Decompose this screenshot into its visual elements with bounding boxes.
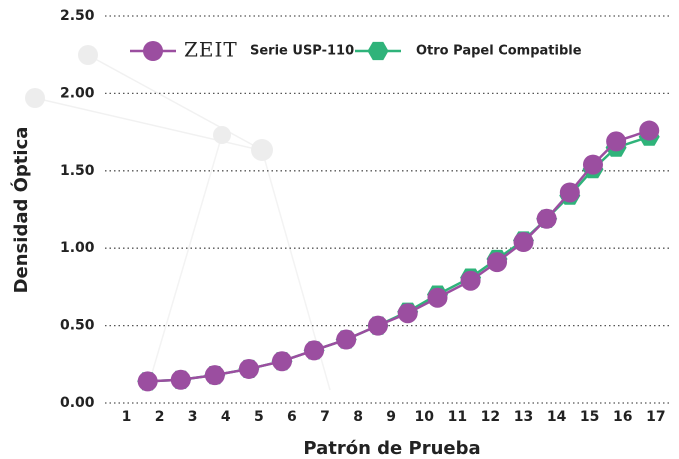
x-tick-label: 16 (613, 409, 632, 425)
y-tick-label: 2.50 (60, 8, 95, 24)
x-tick-label: 11 (448, 409, 467, 425)
x-tick-label: 17 (646, 409, 665, 425)
x-tick-label: 13 (514, 409, 533, 425)
data-point (272, 351, 292, 371)
y-tick-label: 0.00 (60, 395, 95, 411)
x-tick-label: 6 (287, 409, 297, 425)
y-axis-title: Densidad Óptica (10, 127, 32, 294)
data-point (514, 232, 534, 252)
x-tick-label: 7 (320, 409, 330, 425)
x-tick-label: 15 (580, 409, 599, 425)
data-point (368, 316, 388, 336)
x-tick-label: 5 (254, 409, 264, 425)
x-tick-label: 3 (188, 409, 198, 425)
data-point (304, 340, 324, 360)
legend-marker (368, 42, 389, 60)
chart: Densidad Óptica Patrón de Prueba 0.00 0.5… (0, 0, 679, 459)
data-point (398, 303, 418, 323)
x-tick-label: 10 (415, 409, 435, 425)
x-tick-label: 9 (386, 409, 396, 425)
legend-marker (143, 41, 163, 61)
x-tick-label: 1 (122, 409, 132, 425)
x-tick-label: 2 (155, 409, 165, 425)
series-line (148, 131, 650, 382)
x-tick-label: 4 (221, 409, 231, 425)
data-point (487, 252, 507, 272)
data-point (239, 359, 259, 379)
data-point (138, 371, 158, 391)
data-point (171, 370, 191, 390)
data-point (583, 155, 603, 175)
x-tick-label: 14 (547, 409, 567, 425)
data-point (427, 288, 447, 308)
y-tick-label: 1.50 (60, 163, 95, 179)
data-point (560, 182, 580, 202)
legend-label: Serie USP-110 (250, 44, 354, 59)
x-axis-title: Patrón de Prueba (303, 438, 480, 459)
series-line (148, 137, 650, 382)
x-tick-label: 8 (353, 409, 363, 425)
legend-logo: ZEIT (184, 38, 238, 62)
data-point (205, 365, 225, 385)
data-point (461, 271, 481, 291)
data-point (639, 121, 659, 141)
y-tick-label: 2.00 (60, 85, 95, 101)
legend-label: Otro Papel Compatible (416, 44, 582, 59)
y-tick-label: 1.00 (60, 240, 95, 256)
data-point (336, 330, 356, 350)
x-tick-label: 12 (481, 409, 500, 425)
y-tick-label: 0.50 (60, 318, 95, 334)
data-point (537, 209, 557, 229)
data-point (606, 131, 626, 151)
